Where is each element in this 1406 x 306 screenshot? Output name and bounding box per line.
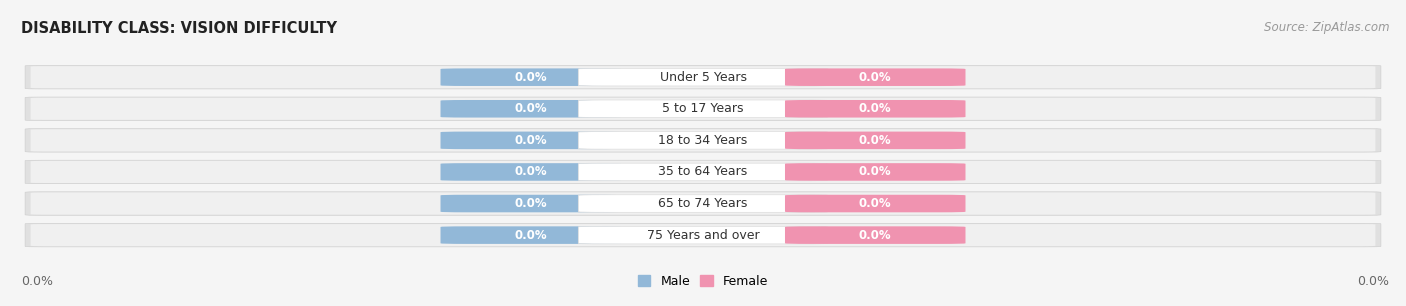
Text: 5 to 17 Years: 5 to 17 Years xyxy=(662,102,744,115)
FancyBboxPatch shape xyxy=(25,97,1381,121)
Text: Under 5 Years: Under 5 Years xyxy=(659,71,747,84)
Text: 0.0%: 0.0% xyxy=(515,71,547,84)
FancyBboxPatch shape xyxy=(578,132,828,149)
FancyBboxPatch shape xyxy=(785,226,966,244)
FancyBboxPatch shape xyxy=(785,195,966,212)
Text: DISABILITY CLASS: VISION DIFFICULTY: DISABILITY CLASS: VISION DIFFICULTY xyxy=(21,21,337,36)
FancyBboxPatch shape xyxy=(25,160,1381,184)
Text: 0.0%: 0.0% xyxy=(515,166,547,178)
FancyBboxPatch shape xyxy=(785,100,966,118)
FancyBboxPatch shape xyxy=(785,163,966,181)
Text: 0.0%: 0.0% xyxy=(515,197,547,210)
FancyBboxPatch shape xyxy=(440,132,621,149)
FancyBboxPatch shape xyxy=(440,226,621,244)
FancyBboxPatch shape xyxy=(31,129,1375,151)
FancyBboxPatch shape xyxy=(31,66,1375,88)
FancyBboxPatch shape xyxy=(25,65,1381,89)
Text: 0.0%: 0.0% xyxy=(859,229,891,242)
FancyBboxPatch shape xyxy=(25,129,1381,152)
Text: 0.0%: 0.0% xyxy=(515,102,547,115)
FancyBboxPatch shape xyxy=(31,98,1375,120)
Text: 0.0%: 0.0% xyxy=(859,71,891,84)
Text: 0.0%: 0.0% xyxy=(859,166,891,178)
Text: 35 to 64 Years: 35 to 64 Years xyxy=(658,166,748,178)
FancyBboxPatch shape xyxy=(578,100,828,118)
Text: 75 Years and over: 75 Years and over xyxy=(647,229,759,242)
FancyBboxPatch shape xyxy=(785,132,966,149)
FancyBboxPatch shape xyxy=(31,224,1375,246)
FancyBboxPatch shape xyxy=(578,163,828,181)
FancyBboxPatch shape xyxy=(25,223,1381,247)
FancyBboxPatch shape xyxy=(578,69,828,86)
FancyBboxPatch shape xyxy=(785,69,966,86)
Text: 65 to 74 Years: 65 to 74 Years xyxy=(658,197,748,210)
FancyBboxPatch shape xyxy=(31,161,1375,183)
Text: 18 to 34 Years: 18 to 34 Years xyxy=(658,134,748,147)
Text: 0.0%: 0.0% xyxy=(1357,275,1389,288)
Text: 0.0%: 0.0% xyxy=(515,229,547,242)
FancyBboxPatch shape xyxy=(440,195,621,212)
Legend: Male, Female: Male, Female xyxy=(638,275,768,288)
Text: 0.0%: 0.0% xyxy=(21,275,53,288)
FancyBboxPatch shape xyxy=(578,226,828,244)
FancyBboxPatch shape xyxy=(31,192,1375,215)
FancyBboxPatch shape xyxy=(25,192,1381,215)
FancyBboxPatch shape xyxy=(440,163,621,181)
Text: Source: ZipAtlas.com: Source: ZipAtlas.com xyxy=(1264,21,1389,34)
FancyBboxPatch shape xyxy=(440,100,621,118)
FancyBboxPatch shape xyxy=(578,195,828,212)
Text: 0.0%: 0.0% xyxy=(515,134,547,147)
Text: 0.0%: 0.0% xyxy=(859,197,891,210)
Text: 0.0%: 0.0% xyxy=(859,134,891,147)
Text: 0.0%: 0.0% xyxy=(859,102,891,115)
FancyBboxPatch shape xyxy=(440,69,621,86)
